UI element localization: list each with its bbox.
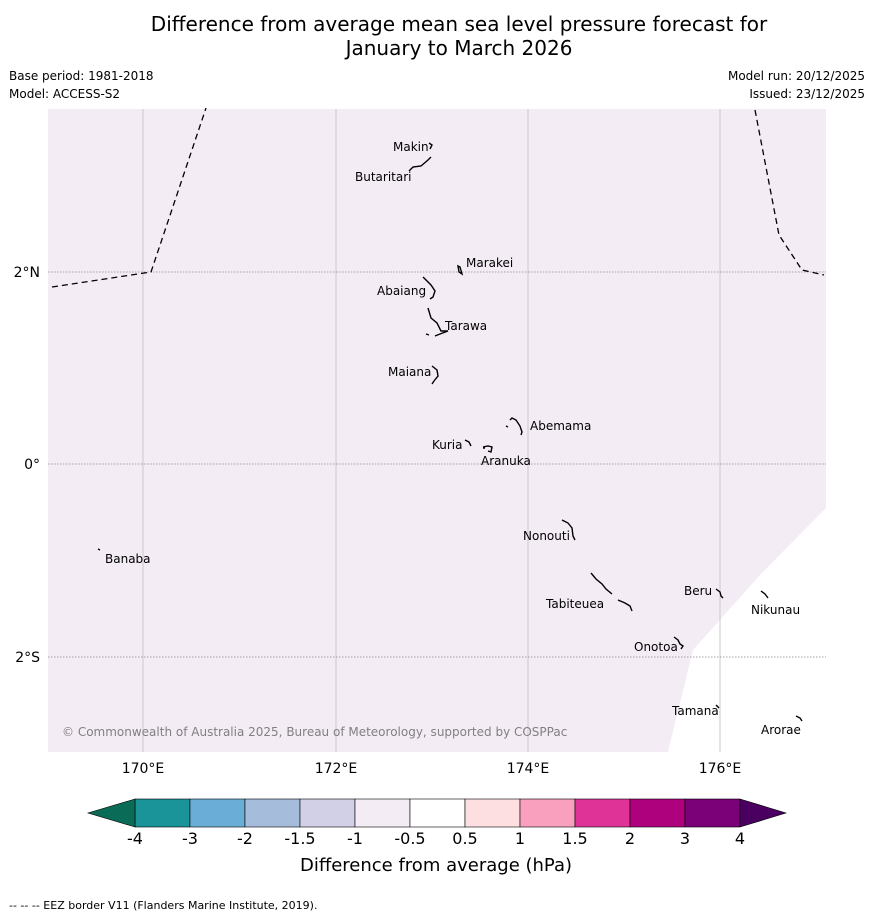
issued-date: Issued: 23/12/2025 — [749, 87, 865, 101]
colorbar-tick-label: -3 — [182, 829, 198, 848]
colorbar-title: Difference from average (hPa) — [300, 855, 572, 876]
colorbar-swatch — [354, 798, 411, 828]
label-maiana: Maiana — [388, 365, 431, 379]
colorbar-tick-label: 0.5 — [452, 829, 477, 848]
label-abaiang: Abaiang — [377, 284, 426, 298]
island-maiana — [431, 365, 439, 385]
island-nonouti — [561, 519, 576, 541]
colorbar-swatch — [244, 798, 301, 828]
island-beru — [715, 588, 724, 599]
island-abemama — [505, 417, 523, 436]
colorbar-tick-label: 2 — [625, 829, 635, 848]
colorbar-swatch — [574, 798, 631, 828]
colorbar-swatch — [629, 798, 686, 828]
base-period: Base period: 1981-2018 — [9, 69, 154, 83]
map-figure: Makin Butaritari Marakei Abaiang Tarawa … — [14, 107, 826, 876]
model-run: Model run: 20/12/2025 — [727, 69, 865, 83]
colorbar-ticks: -4 -3 -2 -1.5 -1 -0.5 0.5 1 1.5 2 3 4 — [127, 829, 745, 848]
lat-label-2n: 2°N — [14, 265, 40, 281]
label-butaritari: Butaritari — [355, 170, 412, 184]
island-tabiteuea — [590, 572, 633, 612]
label-tarawa: Tarawa — [444, 319, 487, 333]
chart-title: Difference from average mean sea level p… — [0, 12, 873, 60]
colorbar-swatch — [134, 798, 191, 828]
colorbar-tick-label: 3 — [680, 829, 690, 848]
lat-label-0: 0° — [24, 457, 40, 473]
island-arorae — [795, 715, 803, 722]
label-tamana: Tamana — [671, 704, 719, 718]
label-nonouti: Nonouti — [523, 529, 570, 543]
island-makin — [428, 142, 433, 150]
colorbar-high-extension — [739, 798, 788, 828]
island-banaba — [97, 548, 101, 551]
colorbar-tick-label: -2 — [237, 829, 253, 848]
title-line-1: Difference from average mean sea level p… — [150, 12, 768, 36]
colorbar-swatch — [299, 798, 356, 828]
island-aranuka — [482, 445, 493, 453]
label-onotoa: Onotoa — [634, 640, 678, 654]
graticule — [142, 109, 721, 752]
title-line-2: January to March 2026 — [345, 36, 573, 60]
model-name: Model: ACCESS-S2 — [9, 87, 121, 101]
label-beru: Beru — [684, 584, 712, 598]
island-kuria — [464, 439, 472, 447]
eez-footnote: -- -- -- EEZ border V11 (Flanders Marine… — [9, 899, 318, 912]
colorbar-tick-label: -1.5 — [284, 829, 315, 848]
colorbar-swatch — [409, 798, 466, 828]
label-abemama: Abemama — [530, 419, 591, 433]
island-onotoa — [673, 636, 684, 650]
island-abaiang — [422, 276, 436, 300]
colorbar — [86, 798, 788, 828]
lon-label-170: 170°E — [122, 761, 165, 777]
lat-label-2s: 2°S — [15, 650, 40, 666]
colorbar-swatch — [464, 798, 521, 828]
label-makin: Makin — [393, 140, 429, 154]
colorbar-tick-label: -4 — [127, 829, 143, 848]
lon-label-176: 176°E — [699, 761, 742, 777]
label-aranuka: Aranuka — [481, 454, 531, 468]
meta-right: Model run: 20/12/2025 Issued: 23/12/2025 — [728, 67, 865, 103]
colorbar-tick-label: -0.5 — [394, 829, 425, 848]
label-banaba: Banaba — [105, 552, 151, 566]
colorbar-tick-label: 4 — [735, 829, 745, 848]
colorbar-swatch — [189, 798, 246, 828]
label-tabiteuea: Tabiteuea — [545, 597, 604, 611]
label-nikunau: Nikunau — [751, 603, 800, 617]
colorbar-low-extension — [86, 798, 136, 828]
eez-border-west — [51, 107, 207, 288]
label-arorae: Arorae — [761, 723, 801, 737]
colorbar-tick-label: 1.5 — [562, 829, 587, 848]
colorbar-tick-label: -1 — [347, 829, 363, 848]
lon-label-172: 172°E — [315, 761, 358, 777]
forecast-fill-area — [48, 109, 826, 752]
colorbar-swatch — [684, 798, 741, 828]
label-kuria: Kuria — [432, 438, 463, 452]
eez-border-east — [754, 109, 825, 276]
copyright-text: © Commonwealth of Australia 2025, Bureau… — [62, 725, 567, 739]
island-butaritari — [408, 156, 432, 172]
island-tarawa — [425, 307, 449, 337]
colorbar-tick-label: 1 — [515, 829, 525, 848]
label-marakei: Marakei — [466, 256, 513, 270]
island-tamana — [715, 704, 720, 709]
island-marakei — [457, 264, 464, 276]
colorbar-swatch — [519, 798, 576, 828]
lon-label-174: 174°E — [507, 761, 550, 777]
island-nikunau — [760, 590, 769, 599]
meta-left: Base period: 1981-2018 Model: ACCESS-S2 — [9, 67, 154, 103]
